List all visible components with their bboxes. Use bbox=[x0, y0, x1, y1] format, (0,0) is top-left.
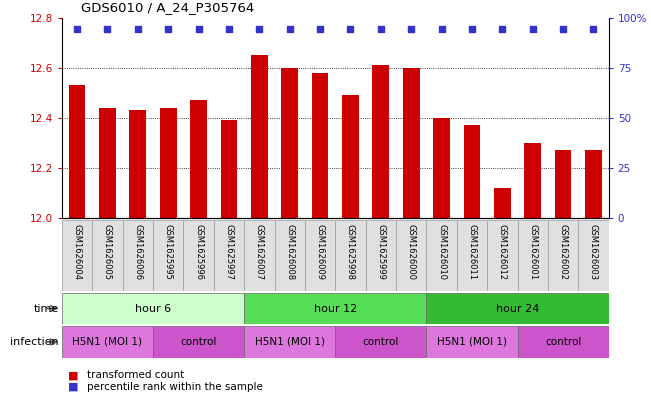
Bar bbox=[518, 326, 609, 358]
Bar bbox=[281, 68, 298, 218]
Text: GDS6010 / A_24_P305764: GDS6010 / A_24_P305764 bbox=[81, 1, 255, 14]
Bar bbox=[214, 220, 244, 291]
Bar bbox=[159, 108, 176, 218]
Text: control: control bbox=[545, 337, 581, 347]
Bar bbox=[275, 220, 305, 291]
Text: GSM1626000: GSM1626000 bbox=[407, 224, 416, 279]
Text: control: control bbox=[363, 337, 399, 347]
Bar bbox=[305, 220, 335, 291]
Text: ■: ■ bbox=[68, 370, 79, 380]
Bar bbox=[62, 326, 153, 358]
Text: GSM1625999: GSM1625999 bbox=[376, 224, 385, 279]
Bar bbox=[244, 293, 426, 324]
Text: GSM1626009: GSM1626009 bbox=[316, 224, 325, 279]
Text: control: control bbox=[180, 337, 217, 347]
Bar bbox=[494, 188, 510, 218]
Bar bbox=[69, 85, 85, 218]
Bar bbox=[221, 120, 237, 218]
Bar bbox=[372, 65, 389, 218]
Bar bbox=[62, 220, 92, 291]
Bar bbox=[426, 220, 457, 291]
Text: GSM1625995: GSM1625995 bbox=[163, 224, 173, 279]
Text: time: time bbox=[33, 303, 59, 314]
Text: GSM1626011: GSM1626011 bbox=[467, 224, 477, 279]
Bar bbox=[92, 220, 122, 291]
Text: GSM1626001: GSM1626001 bbox=[528, 224, 537, 279]
Bar bbox=[487, 220, 518, 291]
Bar bbox=[518, 220, 548, 291]
Bar bbox=[244, 326, 335, 358]
Text: GSM1626007: GSM1626007 bbox=[255, 224, 264, 280]
Bar bbox=[403, 68, 419, 218]
Text: GSM1626008: GSM1626008 bbox=[285, 224, 294, 280]
Text: GSM1625998: GSM1625998 bbox=[346, 224, 355, 279]
Bar bbox=[426, 326, 518, 358]
Text: infection: infection bbox=[10, 337, 59, 347]
Text: GSM1626006: GSM1626006 bbox=[133, 224, 143, 280]
Bar bbox=[457, 220, 487, 291]
Text: hour 6: hour 6 bbox=[135, 303, 171, 314]
Text: GSM1626005: GSM1626005 bbox=[103, 224, 112, 279]
Text: GSM1626003: GSM1626003 bbox=[589, 224, 598, 280]
Bar bbox=[153, 326, 244, 358]
Bar bbox=[99, 108, 116, 218]
Text: GSM1625997: GSM1625997 bbox=[225, 224, 234, 279]
Text: hour 24: hour 24 bbox=[496, 303, 539, 314]
Bar bbox=[244, 220, 275, 291]
Text: GSM1626002: GSM1626002 bbox=[559, 224, 568, 279]
Bar bbox=[335, 220, 366, 291]
Bar bbox=[335, 326, 426, 358]
Bar bbox=[190, 100, 207, 218]
Text: ■: ■ bbox=[68, 382, 79, 392]
Bar bbox=[251, 55, 268, 218]
Text: transformed count: transformed count bbox=[87, 370, 184, 380]
Bar bbox=[366, 220, 396, 291]
Bar bbox=[585, 151, 602, 218]
Text: GSM1626010: GSM1626010 bbox=[437, 224, 446, 279]
Bar bbox=[312, 73, 329, 218]
Bar bbox=[153, 220, 184, 291]
Text: GSM1626004: GSM1626004 bbox=[72, 224, 81, 279]
Text: H5N1 (MOI 1): H5N1 (MOI 1) bbox=[437, 337, 507, 347]
Bar bbox=[396, 220, 426, 291]
Text: H5N1 (MOI 1): H5N1 (MOI 1) bbox=[255, 337, 325, 347]
Text: GSM1625996: GSM1625996 bbox=[194, 224, 203, 279]
Bar bbox=[426, 293, 609, 324]
Bar bbox=[184, 220, 214, 291]
Bar bbox=[525, 143, 541, 218]
Bar bbox=[122, 220, 153, 291]
Text: H5N1 (MOI 1): H5N1 (MOI 1) bbox=[72, 337, 143, 347]
Text: percentile rank within the sample: percentile rank within the sample bbox=[87, 382, 262, 392]
Bar bbox=[62, 293, 244, 324]
Bar bbox=[434, 118, 450, 218]
Bar bbox=[464, 125, 480, 218]
Text: hour 12: hour 12 bbox=[314, 303, 357, 314]
Bar bbox=[342, 95, 359, 218]
Text: GSM1626012: GSM1626012 bbox=[498, 224, 507, 279]
Bar bbox=[548, 220, 578, 291]
Bar bbox=[578, 220, 609, 291]
Bar bbox=[555, 151, 572, 218]
Bar bbox=[130, 110, 146, 218]
